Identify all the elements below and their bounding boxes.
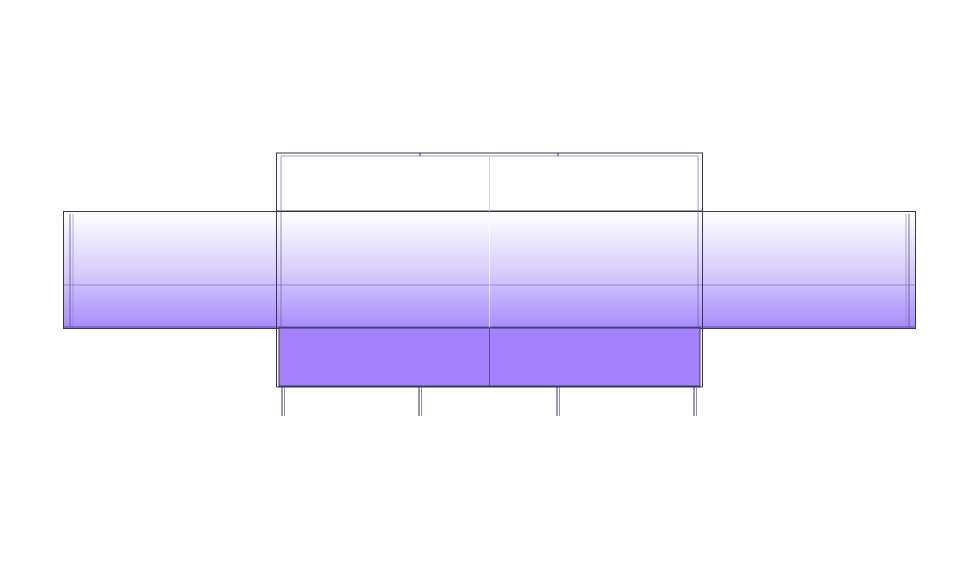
top-edge-ticks — [419, 153, 559, 156]
upper-back-box — [276, 152, 703, 212]
legs — [281, 387, 697, 416]
lower-solid-box — [276, 327, 703, 388]
leg-1 — [281, 387, 285, 416]
leg-2 — [418, 387, 422, 416]
leg-3 — [556, 387, 560, 416]
leg-4 — [693, 387, 697, 416]
